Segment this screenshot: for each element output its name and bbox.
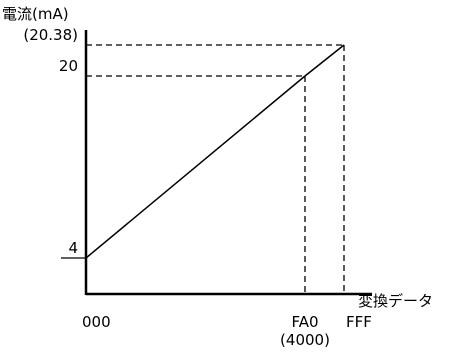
guides-layer (86, 44, 345, 294)
x-tick-label: FA0 (291, 313, 318, 331)
x-axis-title: 変換データ (358, 292, 433, 310)
x-tick-label: 000 (82, 313, 111, 331)
series-line (85, 44, 345, 259)
ticks-layer: 4 20 (20.38) 000 FA0(4000) FFF (23, 26, 372, 349)
series-layer (85, 44, 345, 259)
x-tick-sublabel: (4000) (280, 331, 330, 349)
y-tick-label: 4 (68, 239, 78, 257)
y-tick-label: (20.38) (23, 26, 78, 44)
y-axis-title: 電流(mA) (2, 5, 69, 23)
x-tick-label: FFF (346, 313, 372, 331)
y-tick-label: 20 (59, 57, 78, 75)
